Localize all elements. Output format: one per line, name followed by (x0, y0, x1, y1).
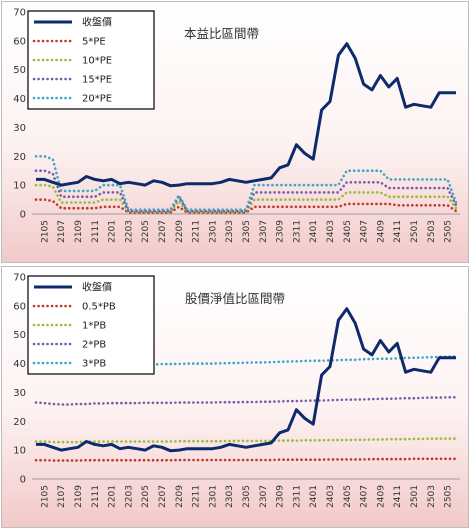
legend-label: 0.5*PB (82, 302, 116, 313)
legend-label: 收盤價 (82, 16, 112, 29)
series-line-3 (34, 169, 458, 213)
series-line-3 (34, 396, 458, 406)
pe-band-chart: 0 10 20 30 40 50 60 70 2105 2107 2109 2111 2201 2203 2… (1, 1, 469, 263)
legend-label: 收盤價 (82, 281, 112, 294)
x-tick-label: 2501 (410, 220, 420, 243)
legend-label: 3*PB (82, 359, 106, 370)
x-tick-label: 2105 (40, 220, 50, 243)
x-tick-label: 2405 (343, 220, 353, 243)
x-tick-label: 2203 (124, 485, 134, 508)
y-tick-label: 30 (13, 123, 26, 134)
x-tick-label: 2311 (292, 220, 302, 243)
legend-label: 2*PB (82, 340, 106, 351)
y-tick-label: 50 (13, 330, 26, 341)
pe-band-chart-svg: 0 10 20 30 40 50 60 70 2105 2107 2109 2111 2201 2203 2… (2, 2, 468, 262)
y-tick-label: 40 (13, 94, 26, 105)
x-tick-label: 2409 (376, 485, 386, 508)
x-tick-label: 2111 (91, 485, 101, 508)
y-tick-label: 60 (13, 36, 26, 47)
y-tick-label: 70 (13, 8, 26, 19)
x-tick-label: 2405 (343, 485, 353, 508)
y-tick-label: 70 (13, 273, 26, 284)
chart-title: 股價淨值比區間帶 (185, 291, 285, 306)
x-tick-label: 2211 (192, 220, 202, 243)
y-tick-label: 60 (13, 301, 26, 312)
x-tick-label: 2107 (57, 220, 67, 243)
legend-label: 5*PE (82, 37, 106, 48)
x-tick-label: 2411 (393, 220, 403, 243)
legend-label: 10*PE (82, 56, 112, 67)
x-tick-label: 2403 (326, 220, 336, 243)
x-tick-label: 2301 (208, 485, 218, 508)
y-tick-label: 20 (13, 152, 26, 163)
x-tick-label: 2307 (259, 220, 269, 243)
x-tick-label: 2401 (309, 220, 319, 243)
x-tick-label: 2403 (326, 485, 336, 508)
x-tick-label: 2209 (175, 485, 185, 508)
chart-title: 本益比區間帶 (184, 26, 259, 41)
x-tick-label: 2203 (124, 220, 134, 243)
x-tick-label: 2205 (141, 485, 151, 508)
x-tick-label: 2401 (309, 485, 319, 508)
series-line-4 (34, 155, 458, 211)
x-tick-label: 2305 (242, 485, 252, 508)
x-tick-label: 2309 (276, 220, 286, 243)
pb-band-chart: 0 10 20 30 40 50 60 70 2105 2107 2109 2111 2201 2203 2… (1, 266, 469, 528)
x-tick-label: 2205 (141, 220, 151, 243)
legend-box (27, 10, 155, 110)
series-line-0 (36, 307, 456, 453)
pb-band-chart-svg: 0 10 20 30 40 50 60 70 2105 2107 2109 2111 2201 2203 2… (2, 267, 468, 527)
y-tick-label: 0 (20, 475, 26, 486)
series-line-2 (34, 437, 458, 444)
y-tick-label: 30 (13, 388, 26, 399)
x-tick-label: 2109 (74, 220, 84, 243)
x-tick-label: 2501 (410, 485, 420, 508)
legend-label: 15*PE (82, 75, 112, 86)
series-line-1 (34, 457, 458, 462)
x-tick-label: 2411 (393, 485, 403, 508)
x-tick-label: 2409 (376, 220, 386, 243)
x-tick-label: 2303 (225, 485, 235, 508)
y-tick-label: 40 (13, 359, 26, 370)
x-tick-label: 2201 (108, 220, 118, 243)
x-tick-label: 2307 (259, 485, 269, 508)
legend-label: 1*PB (82, 321, 106, 332)
x-tick-label: 2505 (444, 220, 454, 243)
x-tick-label: 2301 (208, 220, 218, 243)
y-tick-label: 10 (13, 446, 26, 457)
x-tick-label: 2201 (108, 485, 118, 508)
x-tick-label: 2207 (158, 220, 168, 243)
y-tick-label: 20 (13, 417, 26, 428)
y-tick-label: 10 (13, 181, 26, 192)
series-line-0 (36, 42, 456, 188)
x-tick-label: 2311 (292, 485, 302, 508)
x-tick-label: 2407 (360, 485, 370, 508)
series-line-4 (34, 355, 458, 370)
legend-label: 20*PE (82, 94, 112, 105)
x-tick-label: 2407 (360, 220, 370, 243)
y-tick-label: 50 (13, 65, 26, 76)
x-tick-label: 2209 (175, 220, 185, 243)
x-tick-label: 2305 (242, 220, 252, 243)
x-tick-label: 2111 (91, 220, 101, 243)
x-tick-label: 2309 (276, 485, 286, 508)
legend-box (27, 275, 155, 375)
series-line-1 (34, 198, 458, 214)
x-tick-label: 2503 (427, 485, 437, 508)
x-tick-label: 2505 (444, 485, 454, 508)
x-tick-label: 2503 (427, 220, 437, 243)
x-tick-label: 2207 (158, 485, 168, 508)
x-tick-label: 2107 (57, 485, 67, 508)
x-tick-label: 2211 (192, 485, 202, 508)
x-tick-label: 2105 (40, 485, 50, 508)
x-tick-label: 2109 (74, 485, 84, 508)
y-tick-label: 0 (20, 210, 26, 221)
x-tick-label: 2303 (225, 220, 235, 243)
